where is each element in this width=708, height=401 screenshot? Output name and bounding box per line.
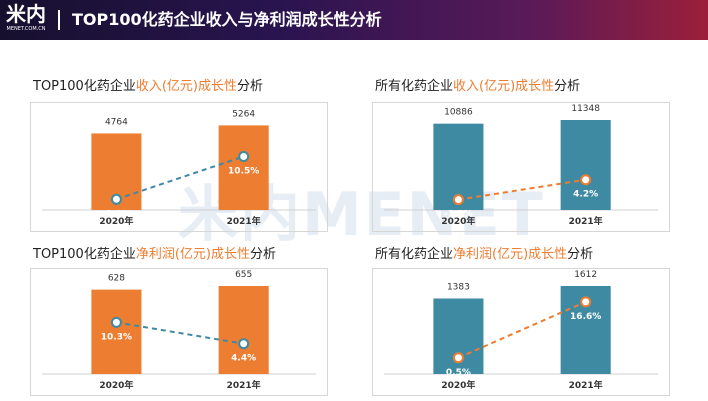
chart-svg: 1383 2020年 1612 2021年 0.5% 16.6% xyxy=(372,268,670,396)
panel-title-suffix: 分析 xyxy=(567,247,594,262)
panel-title-highlight: 净利润(亿元)成长性 xyxy=(135,247,250,262)
bar xyxy=(218,125,269,210)
chart-frame xyxy=(30,102,328,232)
panel-title-suffix: 分析 xyxy=(249,247,276,262)
x-tick-label: 2020年 xyxy=(441,215,475,227)
menet-logo: 米内 MENET.COM.CN xyxy=(4,2,48,36)
chart-top100-revenue: 4764 2020年 5264 2021年 -1.1% 10.5% xyxy=(30,102,328,232)
chart-frame xyxy=(372,268,670,396)
page-title: TOP100化药企业收入与净利润成长性分析 xyxy=(72,10,382,29)
panel-title-top100-revenue: TOP100化药企业收入(亿元)成长性分析 xyxy=(33,78,263,96)
chart-all-revenue: 10886 2020年 11348 2021年 -1.2% 4.2% xyxy=(372,102,670,232)
bar-value-label: 1383 xyxy=(447,283,470,293)
x-tick-label: 2021年 xyxy=(227,379,261,391)
chart-svg: 4764 2020年 5264 2021年 -1.1% 10.5% xyxy=(30,102,328,232)
growth-rate-label: 4.2% xyxy=(573,190,598,200)
panel-title-prefix: TOP100化药企业 xyxy=(33,247,136,262)
growth-rate-marker xyxy=(238,338,250,350)
bar-value-label: 4764 xyxy=(105,117,128,127)
x-tick-label: 2020年 xyxy=(441,379,475,391)
x-tick-label: 2021年 xyxy=(569,215,603,227)
chart-all-profit: 1383 2020年 1612 2021年 0.5% 16.6% xyxy=(372,268,670,396)
chart-svg: 628 2020年 655 2021年 10.3% 4.4% xyxy=(30,268,328,396)
growth-rate-label: 4.4% xyxy=(231,354,256,364)
growth-rate-line xyxy=(116,155,244,201)
bar-value-label: 10886 xyxy=(444,108,473,118)
growth-rate-label: -1.2% xyxy=(444,210,473,220)
header-banner: 米内 MENET.COM.CN TOP100化药企业收入与净利润成长性分析 xyxy=(0,0,708,40)
panel-title-highlight: 净利润(亿元)成长性 xyxy=(453,247,568,262)
bar-value-label: 655 xyxy=(235,270,252,280)
panel-title-all-profit: 所有化药企业净利润(亿元)成长性分析 xyxy=(375,246,593,264)
bar xyxy=(91,289,142,374)
growth-rate-marker xyxy=(452,194,464,206)
x-tick-label: 2021年 xyxy=(227,215,261,227)
growth-rate-line xyxy=(458,178,586,201)
chart-svg: 10886 2020年 11348 2021年 -1.2% 4.2% xyxy=(372,102,670,232)
growth-rate-marker xyxy=(580,174,592,186)
growth-rate-label: 0.5% xyxy=(446,368,471,378)
bar-value-label: 628 xyxy=(108,274,125,284)
bar-value-label: 11348 xyxy=(571,104,600,114)
logo-subtext: MENET.COM.CN xyxy=(6,26,46,32)
x-tick-label: 2021年 xyxy=(569,379,603,391)
panel-title-prefix: TOP100化药企业 xyxy=(33,79,136,94)
bar xyxy=(560,120,611,210)
header-divider xyxy=(58,10,60,30)
growth-rate-marker xyxy=(110,316,122,328)
chart-top100-profit: 628 2020年 655 2021年 10.3% 4.4% xyxy=(30,268,328,396)
growth-rate-label: -1.1% xyxy=(102,209,131,219)
logo-text: 米内 xyxy=(6,2,46,26)
bar xyxy=(218,286,269,374)
growth-rate-marker xyxy=(110,193,122,205)
growth-rate-marker xyxy=(580,296,592,308)
panel-title-top100-profit: TOP100化药企业净利润(亿元)成长性分析 xyxy=(33,246,276,264)
growth-rate-label: 16.6% xyxy=(570,312,601,322)
growth-rate-marker xyxy=(238,150,250,162)
growth-rate-label: 10.5% xyxy=(228,166,259,176)
x-tick-label: 2020年 xyxy=(99,379,133,391)
panel-title-suffix: 分析 xyxy=(236,79,263,94)
panel-title-highlight: 收入(亿元)成长性 xyxy=(135,79,237,94)
panel-title-all-revenue: 所有化药企业收入(亿元)成长性分析 xyxy=(375,78,580,96)
growth-rate-marker xyxy=(452,352,464,364)
growth-rate-line xyxy=(116,321,244,345)
bar-value-label: 5264 xyxy=(232,109,255,119)
panel-title-prefix: 所有化药企业 xyxy=(375,247,454,262)
panel-title-highlight: 收入(亿元)成长性 xyxy=(453,79,555,94)
panel-title-prefix: 所有化药企业 xyxy=(375,79,454,94)
chart-frame xyxy=(30,268,328,396)
growth-rate-label: 10.3% xyxy=(101,332,132,342)
chart-frame xyxy=(372,102,670,232)
bar-value-label: 1612 xyxy=(574,270,597,280)
panel-title-suffix: 分析 xyxy=(554,79,581,94)
x-tick-label: 2020年 xyxy=(99,215,133,227)
